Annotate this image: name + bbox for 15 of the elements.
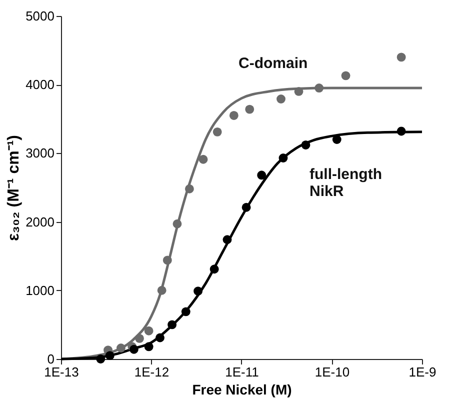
x-tick-label: 1E-11 [225,364,259,380]
y-tick-label: 1000 [26,282,54,298]
y-tick-label: 5000 [26,8,54,24]
x-tick-label: 1E-10 [314,364,350,380]
y-tick-label: 4000 [26,77,54,92]
x-axis-title: Free Nickel (M) [192,382,292,398]
annotation: full-length NikR [310,166,382,200]
annotation: C-domain [238,55,308,72]
x-tick-label: 1E-12 [134,364,170,380]
y-tick-label: 2000 [26,214,54,230]
y-tick-label: 3000 [26,146,54,161]
x-tick-label: 1E-13 [44,364,79,380]
y-tick-label: 0 [47,352,54,366]
x-tick-label: 1E-9 [408,364,436,380]
y-axis-title: ε₃₀₂ (M⁻¹ cm⁻¹) [6,135,23,241]
